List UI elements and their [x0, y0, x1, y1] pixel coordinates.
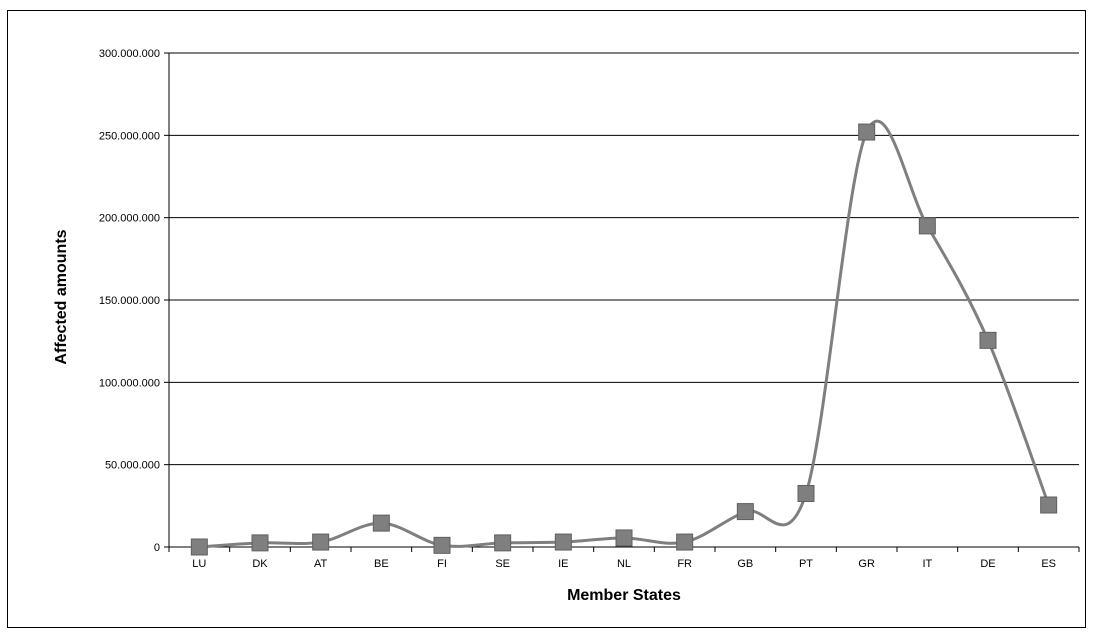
x-tick-label: AT: [314, 558, 328, 570]
data-point-pt: [797, 484, 815, 502]
gridlines: [169, 52, 1079, 466]
data-point-at: [312, 533, 330, 551]
x-tick-label: GR: [858, 558, 875, 570]
data-point-gb: [736, 503, 754, 521]
y-tick-label: 250.000.000: [99, 130, 160, 142]
data-point-de: [979, 331, 997, 349]
data-point-es: [1040, 496, 1058, 514]
data-point-gr: [858, 123, 876, 141]
data-point-fr: [676, 533, 694, 551]
x-tick-label: FR: [677, 558, 692, 570]
y-tick-label: 200.000.000: [99, 213, 160, 225]
x-tick-label: SE: [495, 558, 510, 570]
y-axis-title: Affected amounts: [53, 229, 70, 364]
x-tick-label: PT: [799, 558, 813, 570]
y-tick-label: 100.000.000: [99, 377, 160, 389]
y-tick-label: 150.000.000: [99, 295, 160, 307]
data-point-it: [918, 217, 936, 235]
data-point-ie: [554, 533, 572, 551]
data-point-fi: [433, 536, 451, 554]
x-tick-label: DK: [252, 558, 268, 570]
y-tick-labels: 0 50.000.000 100.000.000 150.000.000 200.000…: [99, 48, 160, 554]
x-tick-label: BE: [374, 558, 389, 570]
y-tick-label: 300.000.000: [99, 48, 160, 60]
data-point-nl: [615, 529, 633, 547]
y-tick-label: 50.000.000: [105, 460, 160, 472]
data-point-dk: [251, 534, 269, 552]
x-tick-label: NL: [617, 558, 631, 570]
series-layer: [190, 119, 1058, 556]
series-line: [199, 119, 1051, 549]
x-tick-label: IE: [558, 558, 568, 570]
x-axis-title: Member States: [567, 587, 681, 604]
x-tick-labels: LU DK AT BE FI SE IE NL FR GB PT GR IT DE ES: [192, 558, 1056, 570]
x-tick-label: ES: [1041, 558, 1056, 570]
x-tick-label: DE: [980, 558, 995, 570]
data-point-lu: [190, 538, 208, 556]
axes: [164, 52, 1080, 552]
data-point-se: [494, 534, 512, 552]
chart-frame: [7, 10, 1086, 628]
x-tick-label: FI: [437, 558, 447, 570]
data-point-be: [372, 514, 390, 532]
x-tick-label: LU: [192, 558, 206, 570]
x-tick-label: IT: [922, 558, 932, 570]
x-tick-label: GB: [737, 558, 753, 570]
y-tick-label: 0: [154, 542, 160, 554]
